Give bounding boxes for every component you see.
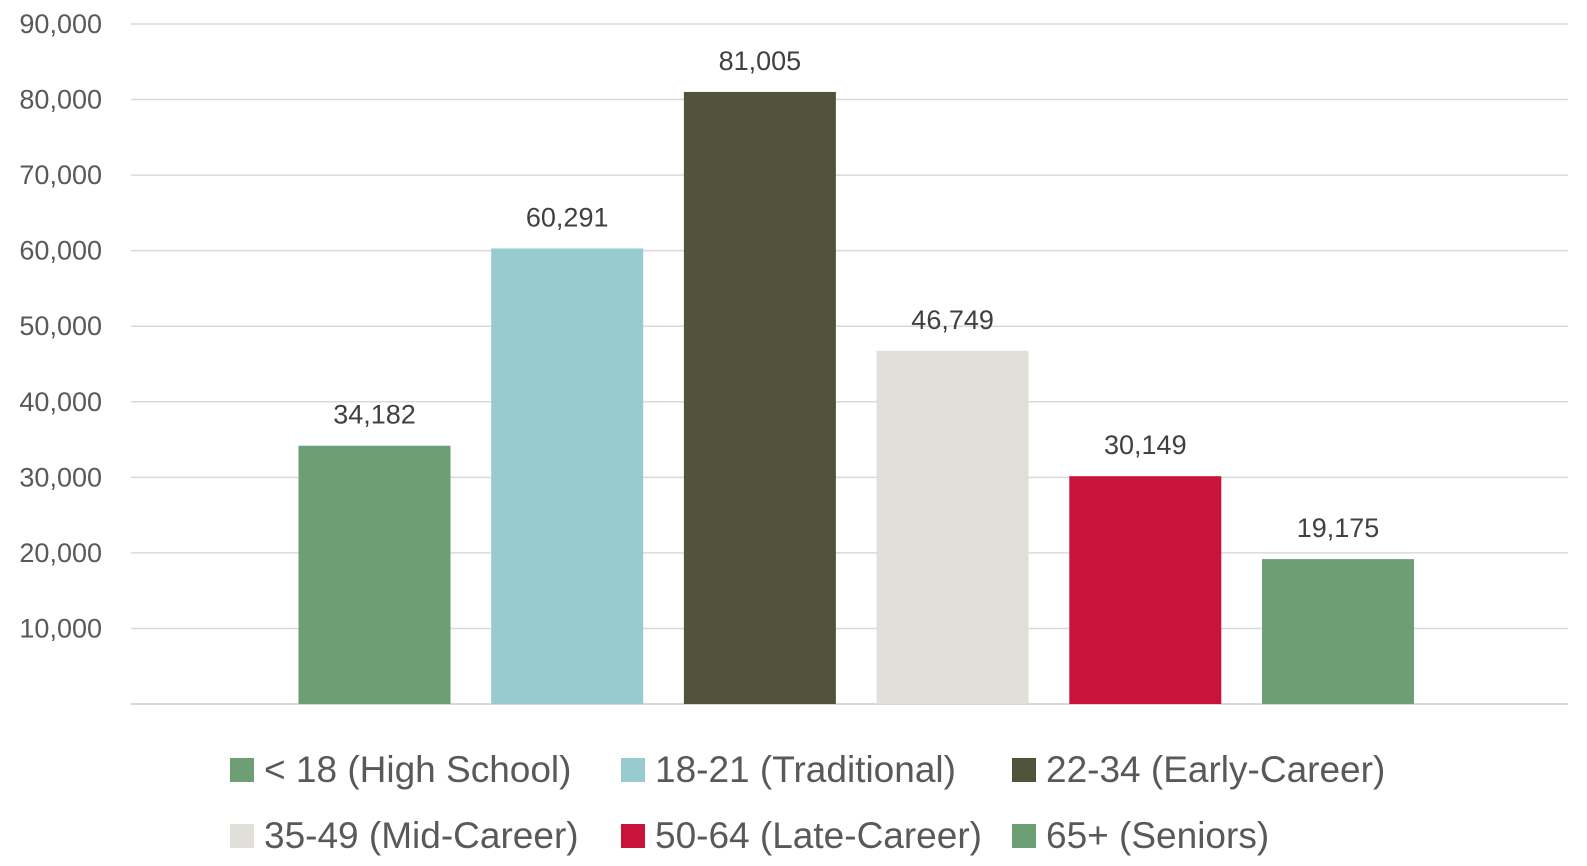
legend-item: 22-34 (Early-Career) — [1012, 740, 1385, 800]
legend-swatch — [1012, 758, 1036, 782]
legend-swatch — [230, 758, 254, 782]
y-axis-ticks: 10,000 20,000 30,000 40,000 50,000 60,000 70,0… — [19, 9, 102, 643]
y-tick-label: 60,000 — [19, 236, 102, 266]
legend-label: < 18 (High School) — [264, 749, 572, 790]
y-tick-label: 10,000 — [19, 613, 102, 643]
legend-item: 35-49 (Mid-Career) — [230, 806, 579, 866]
legend-label: 50-64 (Late-Career) — [655, 815, 982, 856]
data-label: 30,149 — [1104, 430, 1187, 460]
bar-2 — [683, 91, 836, 704]
bar-0 — [298, 445, 451, 704]
bar-chart: 10,000 20,000 30,000 40,000 50,000 60,000 70,0… — [19, 9, 1568, 705]
data-label: 34,182 — [333, 400, 416, 430]
legend-item: 65+ (Seniors) — [1012, 806, 1269, 866]
data-labels: 34,182 60,291 81,005 46,749 30,149 19,175 — [333, 46, 1379, 543]
legend-item: 50-64 (Late-Career) — [621, 806, 982, 866]
legend-swatch — [621, 824, 645, 848]
y-tick-label: 30,000 — [19, 462, 102, 492]
legend-label: 35-49 (Mid-Career) — [264, 815, 579, 856]
data-label: 46,749 — [911, 305, 994, 335]
bar-3 — [876, 350, 1029, 704]
bars — [298, 91, 1414, 704]
y-tick-label: 70,000 — [19, 160, 102, 190]
bar-5 — [1262, 559, 1414, 704]
legend-item: < 18 (High School) — [230, 740, 571, 800]
y-tick-label: 90,000 — [19, 9, 102, 39]
data-label: 19,175 — [1297, 513, 1380, 543]
y-tick-label: 20,000 — [19, 538, 102, 568]
y-tick-label: 80,000 — [19, 85, 102, 115]
legend-label: 65+ (Seniors) — [1046, 815, 1270, 856]
legend-swatch — [1012, 824, 1036, 848]
legend-item: 18-21 (Traditional) — [621, 740, 956, 800]
y-tick-label: 50,000 — [19, 311, 102, 341]
legend-swatch — [230, 824, 254, 848]
legend-swatch — [621, 758, 645, 782]
bar-4 — [1069, 476, 1222, 704]
data-label: 81,005 — [719, 46, 802, 76]
data-label: 60,291 — [526, 202, 609, 232]
legend-label: 18-21 (Traditional) — [655, 749, 956, 790]
bar-1 — [491, 248, 644, 704]
legend-label: 22-34 (Early-Career) — [1046, 749, 1386, 790]
y-tick-label: 40,000 — [19, 387, 102, 417]
